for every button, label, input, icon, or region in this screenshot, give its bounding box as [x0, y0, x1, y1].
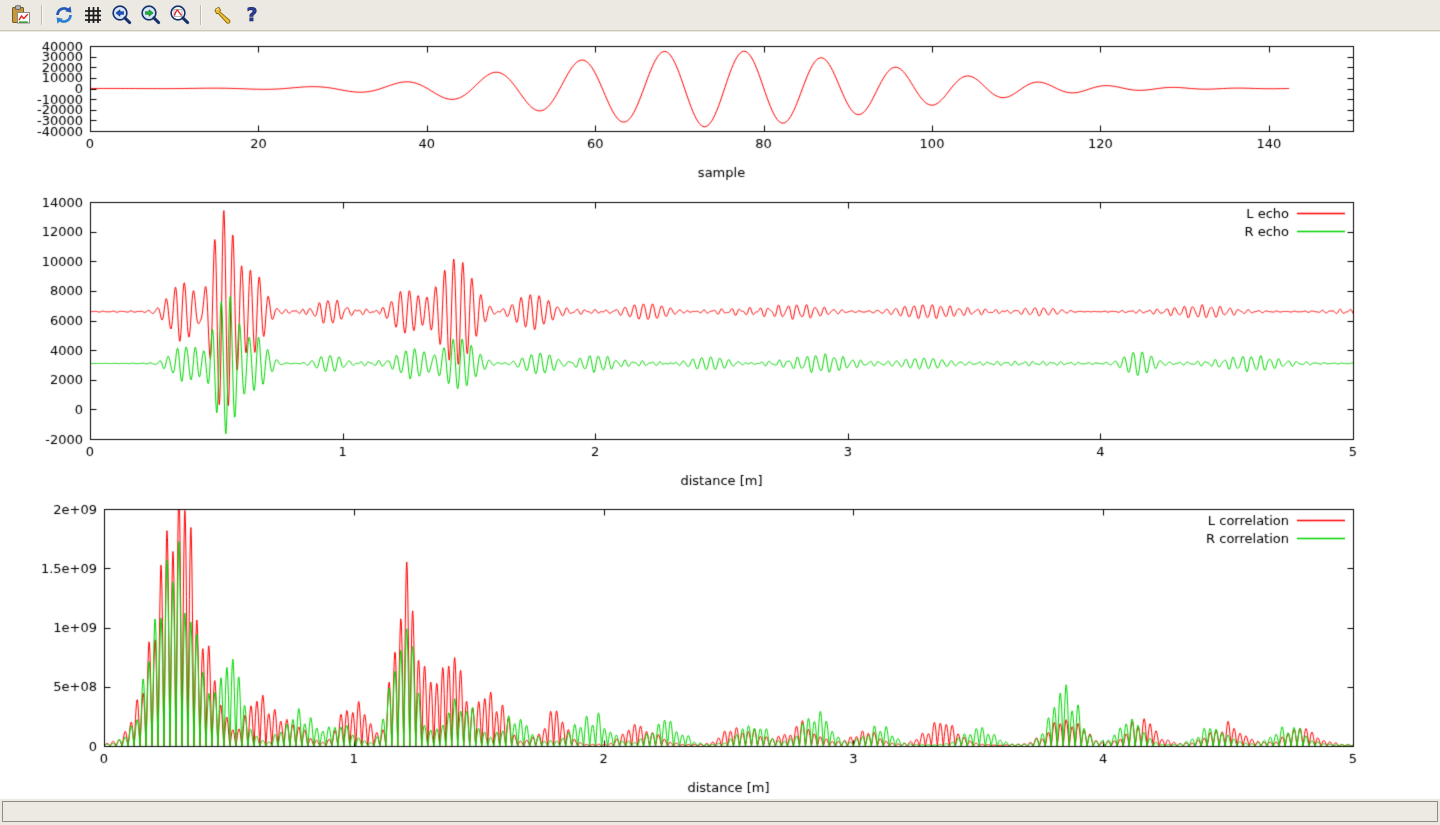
toolbar: ? — [0, 0, 1440, 31]
toolbar-separator — [41, 5, 43, 25]
question-mark-glyph: ? — [246, 4, 257, 26]
next-zoom-button[interactable] — [137, 2, 164, 28]
magnifier-left-arrow-icon — [111, 5, 131, 25]
toggle-grid-button[interactable] — [79, 2, 106, 28]
grid-icon — [84, 7, 101, 23]
wrench-icon — [214, 6, 230, 24]
replot-button[interactable] — [50, 2, 77, 28]
magnifier-right-arrow-icon — [140, 5, 160, 25]
plot-canvas[interactable] — [0, 32, 1440, 799]
status-message — [2, 801, 1438, 822]
help-button[interactable]: ? — [238, 2, 265, 28]
previous-zoom-button[interactable] — [108, 2, 135, 28]
copy-clipboard-button[interactable] — [7, 2, 34, 28]
statusbar — [0, 799, 1440, 825]
autoscale-button[interactable] — [166, 2, 193, 28]
question-mark-icon: ? — [246, 4, 258, 26]
configure-button[interactable] — [209, 2, 236, 28]
refresh-icon — [55, 6, 72, 24]
toolbar-separator — [200, 5, 202, 25]
magnifier-plot-icon — [169, 5, 189, 25]
clipboard-chart-icon — [11, 5, 30, 24]
